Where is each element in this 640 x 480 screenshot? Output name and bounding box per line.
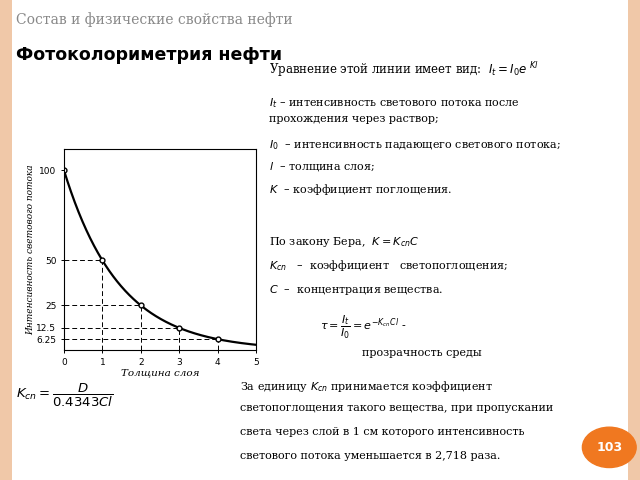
Text: $K_{cn}$   –  коэффициент   светопоглощения;: $K_{cn}$ – коэффициент светопоглощения; — [269, 258, 508, 273]
Text: Фотоколориметрия нефти: Фотоколориметрия нефти — [16, 46, 282, 63]
Text: $I_0$  – интенсивность падающего светового потока;: $I_0$ – интенсивность падающего световог… — [269, 138, 561, 152]
Text: $\tau = \dfrac{I_t}{I_0} = e^{-K_{cn}Cl}$ -: $\tau = \dfrac{I_t}{I_0} = e^{-K_{cn}Cl}… — [320, 314, 406, 341]
Text: Уравнение этой линии имеет вид:  $I_t = I_0 e^{\ Kl}$: Уравнение этой линии имеет вид: $I_t = I… — [269, 60, 539, 79]
Text: светового потока уменьшается в 2,718 раза.: светового потока уменьшается в 2,718 раз… — [240, 451, 500, 461]
Text: $l$  – толщина слоя;: $l$ – толщина слоя; — [269, 160, 375, 173]
X-axis label: Толщина слоя: Толщина слоя — [121, 369, 199, 377]
Text: прозрачность среды: прозрачность среды — [362, 348, 481, 358]
Text: света через слой в 1 см которого интенсивность: света через слой в 1 см которого интенси… — [240, 427, 525, 437]
Text: светопоглощения такого вещества, при пропускании: светопоглощения такого вещества, при про… — [240, 403, 553, 413]
Y-axis label: Интенсивность светового потока: Интенсивность светового потока — [26, 164, 35, 335]
Text: $C$  –  концентрация вещества.: $C$ – концентрация вещества. — [269, 283, 443, 297]
Text: По закону Бера,  $K = K_{cn}C$: По закону Бера, $K = K_{cn}C$ — [269, 235, 419, 249]
Text: Состав и физические свойства нефти: Состав и физические свойства нефти — [16, 12, 292, 27]
Text: $I_t$ – интенсивность светового потока после: $I_t$ – интенсивность светового потока п… — [269, 96, 520, 110]
Text: 103: 103 — [596, 441, 622, 454]
Text: $K_{cn} = \dfrac{D}{0.4343Cl}$: $K_{cn} = \dfrac{D}{0.4343Cl}$ — [16, 382, 113, 409]
Text: прохождения через раствор;: прохождения через раствор; — [269, 114, 438, 124]
Text: $K$  – коэффициент поглощения.: $K$ – коэффициент поглощения. — [269, 182, 452, 197]
Text: За единицу $K_{cn}$ принимается коэффициент: За единицу $K_{cn}$ принимается коэффици… — [240, 379, 493, 394]
